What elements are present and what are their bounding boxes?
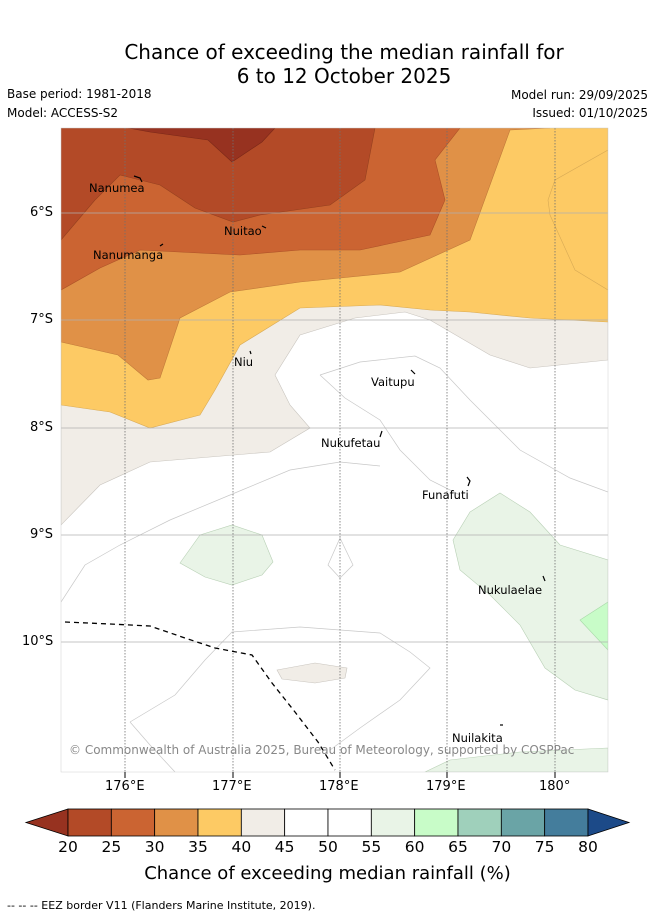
map-title: Chance of exceeding the median rainfall … xyxy=(0,40,655,88)
colorbar-segment xyxy=(197,808,242,837)
island-shapes xyxy=(133,175,546,726)
island-label-nanumanga: Nanumanga xyxy=(93,248,164,262)
lon-label-180: 180° xyxy=(539,779,571,794)
axis-ticks xyxy=(124,772,556,778)
zone-60-65 xyxy=(579,601,608,651)
island-label-nuitao: Nuitao xyxy=(224,224,262,238)
eez-border xyxy=(64,621,336,771)
zone-below-20 xyxy=(127,128,276,163)
contour-line-west xyxy=(61,461,381,603)
colorbar-tick-label: 45 xyxy=(274,838,295,856)
contour-line-southwest xyxy=(129,721,176,772)
zone-55-60-south xyxy=(424,747,608,772)
title-line-1: Chance of exceeding the median rainfall … xyxy=(124,40,564,64)
colorbar-segment xyxy=(110,808,156,837)
eez-legend: -- -- -- EEZ border V11 (Flanders Marine… xyxy=(7,899,316,912)
longitude-gridlines xyxy=(124,128,556,772)
zone-20-25 xyxy=(61,128,376,241)
colorbar-segment xyxy=(154,808,199,837)
contour-line-north xyxy=(319,355,608,493)
colorbar-extend-low xyxy=(24,808,69,837)
colorbar-segment xyxy=(284,808,329,837)
lon-label-179e: 179°E xyxy=(426,779,466,794)
lon-label-178e: 178°E xyxy=(319,779,359,794)
copyright-notice: © Commonwealth of Australia 2025, Bureau… xyxy=(69,743,575,757)
island-label-nukufetau: Nukufetau xyxy=(321,436,381,450)
colorbar-tick-label: 25 xyxy=(101,838,122,856)
colorbar-tick-label: 70 xyxy=(491,838,512,856)
colorbar-title: Chance of exceeding median rainfall (%) xyxy=(144,863,511,884)
lat-label-10s: 10°S xyxy=(22,634,54,649)
colorbar-segment xyxy=(327,808,372,837)
colorbar-tick-label: 50 xyxy=(318,838,338,856)
colorbar-segment xyxy=(414,808,459,837)
contour-line-south xyxy=(129,626,431,751)
colorbar-tick-label: 35 xyxy=(188,838,208,856)
colorbar-segment xyxy=(500,808,546,837)
colorbar-tick-label: 20 xyxy=(58,838,78,856)
island-label-nuilakita: Nuilakita xyxy=(452,731,503,745)
colorbar-segment xyxy=(457,808,502,837)
base-period: Base period: 1981-2018 xyxy=(7,87,152,101)
lat-label-7s: 7°S xyxy=(30,312,54,327)
lat-label-6s: 6°S xyxy=(30,205,54,220)
contour-line-center xyxy=(319,374,461,496)
colorbar-tick-label: 75 xyxy=(534,838,555,856)
model-run: Model run: 29/09/2025 xyxy=(510,88,648,102)
lon-label-177e: 177°E xyxy=(212,779,252,794)
colorbar-tick-label: 65 xyxy=(448,838,468,856)
map-frame xyxy=(60,127,609,773)
issued-date: Issued: 01/10/2025 xyxy=(532,106,648,120)
zone-55-60-east xyxy=(452,492,608,701)
colorbar-tick-label: 80 xyxy=(578,838,598,856)
colorbar-segment xyxy=(544,808,589,837)
island-label-vaitupu: Vaitupu xyxy=(371,375,415,389)
lat-label-9s: 9°S xyxy=(30,527,54,542)
island-label-nanumea: Nanumea xyxy=(89,181,145,195)
colorbar-tick-label: 55 xyxy=(361,838,382,856)
lon-label-176e: 176°E xyxy=(105,779,145,794)
zone-45-50-patch xyxy=(276,662,348,684)
island-label-funafuti: Funafuti xyxy=(422,488,469,502)
colorbar-tick-label: 30 xyxy=(144,838,165,856)
colorbar-tick-label: 60 xyxy=(404,838,425,856)
island-label-niu: Niu xyxy=(234,355,254,369)
title-line-2: 6 to 12 October 2025 xyxy=(236,64,452,88)
colorbar xyxy=(24,808,631,837)
colorbar-segment xyxy=(67,808,112,837)
colorbar-segment xyxy=(240,808,286,837)
zone-55-60-west xyxy=(179,524,274,586)
colorbar-segment xyxy=(370,808,416,837)
colorbar-extend-high xyxy=(587,808,631,837)
latitude-gridlines xyxy=(61,212,608,643)
colorbar-tick-label: 40 xyxy=(231,838,252,856)
model-name: Model: ACCESS-S2 xyxy=(7,106,119,120)
island-label-nukulaelae: Nukulaelae xyxy=(478,583,543,597)
lat-label-8s: 8°S xyxy=(30,420,54,435)
